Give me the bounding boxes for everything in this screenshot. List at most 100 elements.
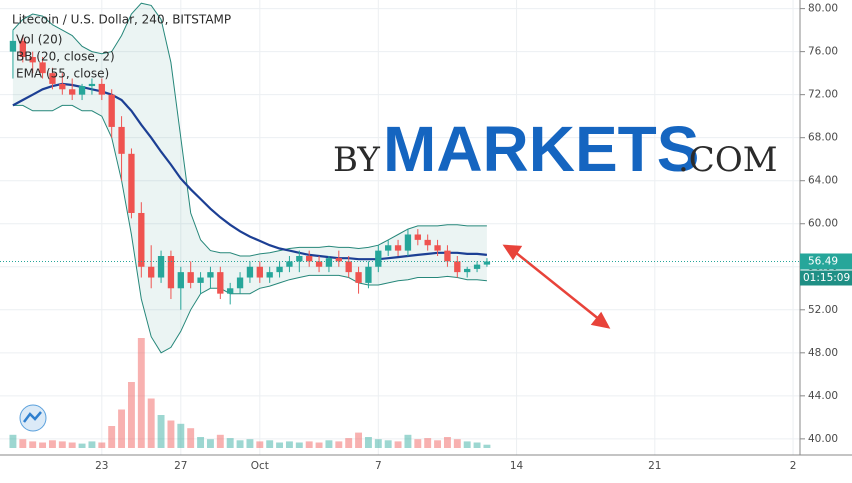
candle-body (434, 245, 441, 251)
candle-body (148, 266, 155, 278)
x-tick-label: 21 (648, 460, 661, 472)
candle-body (454, 261, 461, 273)
candle-body (404, 234, 412, 251)
volume-bar (98, 442, 106, 448)
volume-bar (197, 437, 205, 448)
candle-body (29, 57, 36, 63)
volume-bar (157, 415, 165, 448)
volume-bar (364, 437, 372, 448)
watermark-brand: MARKETS (383, 113, 699, 185)
volume-bar (58, 441, 66, 448)
volume-bar (315, 442, 323, 448)
watermark-by: BY (333, 140, 380, 180)
volume-bar (39, 442, 47, 448)
volume-bar (276, 442, 284, 448)
candle-body (375, 250, 382, 267)
candle-body (236, 277, 244, 289)
volume-bar (325, 440, 333, 448)
candle-body (444, 250, 451, 262)
grid (0, 0, 800, 455)
candle-body (88, 83, 96, 87)
volume-bar (167, 420, 175, 448)
volume-bar (177, 423, 185, 448)
volume-bar (443, 437, 451, 448)
volume-bar (48, 440, 56, 448)
volume-bar (483, 444, 491, 448)
volume-bar (355, 432, 363, 448)
candle-body (306, 256, 313, 262)
candle-body (177, 272, 184, 289)
bb-upper (12, 2, 487, 257)
y-tick-label: 80.00 (808, 3, 838, 15)
countdown-label: 01:15:09 (803, 272, 850, 284)
candle-body (227, 288, 234, 294)
candle-body (207, 272, 214, 278)
candle-body (9, 40, 17, 52)
candle-body (345, 261, 352, 273)
x-tick-label: 23 (95, 460, 108, 472)
volume-bar (226, 438, 234, 448)
plot (9, 2, 491, 448)
candle-body (118, 126, 125, 154)
candle-body (296, 256, 303, 262)
last-price-label: 56.49 (808, 255, 838, 267)
volume-bar (29, 441, 37, 448)
candle-body (217, 272, 224, 294)
volume-bar (68, 442, 76, 448)
candle-body (335, 258, 342, 262)
candle-body (59, 83, 66, 90)
volume-bar (473, 442, 481, 448)
volume-bar (78, 443, 86, 448)
candle-body (266, 272, 273, 278)
y-tick-label: 48.00 (808, 347, 838, 359)
volume-bar (434, 440, 442, 448)
arrow-head (502, 244, 523, 261)
y-tick-label: 40.00 (808, 433, 838, 445)
candle-body (394, 245, 402, 251)
chart-title: Litecoin / U.S. Dollar, 240, BITSTAMP (12, 13, 231, 27)
volume-bar (127, 382, 135, 448)
volume-bar (88, 441, 96, 448)
y-tick-label: 64.00 (808, 175, 838, 187)
candle-body (49, 73, 56, 84)
legend-entry: BB (20, close, 2) (16, 50, 115, 64)
candle-body (325, 258, 333, 267)
candle-body (276, 266, 283, 273)
y-tick-label: 44.00 (808, 390, 838, 402)
y-tick-label: 68.00 (808, 132, 838, 144)
candle-body (483, 261, 491, 265)
countdown-tag (800, 270, 852, 286)
y-tick-label: 76.00 (808, 46, 838, 58)
volume-bar (424, 438, 432, 448)
x-tick-label: 2 (790, 460, 797, 472)
volume-bar (9, 434, 17, 448)
volume-bar (236, 440, 244, 448)
volume-bar (414, 439, 422, 448)
y-tick-label: 72.00 (808, 89, 838, 101)
candle-body (138, 212, 145, 267)
legend-entry: Vol (20) (16, 33, 62, 47)
candle-body (98, 83, 105, 95)
volume-bar (285, 441, 293, 448)
volume-bar (463, 441, 471, 448)
volume-bar (206, 439, 214, 448)
candle-body (128, 153, 135, 213)
arrow-head (590, 311, 611, 329)
candle-body (187, 272, 194, 283)
x-tick-label: Oct (251, 460, 269, 472)
volume-bar (19, 439, 27, 448)
x-tick-label: 14 (510, 460, 524, 472)
candle-body (315, 261, 323, 267)
volume-bar (147, 398, 155, 448)
candle-body (157, 256, 165, 278)
x-tick-label: 7 (375, 460, 382, 472)
y-tick-label: 60.00 (808, 218, 838, 230)
candle-body (256, 266, 263, 278)
candle-body (167, 256, 175, 289)
volume-bar (345, 438, 353, 448)
legend-entry: EMA (55, close) (16, 67, 109, 81)
volume-bar (118, 409, 126, 448)
volume-bar (108, 426, 116, 448)
candle-body (19, 40, 26, 58)
volume-bar (256, 441, 264, 448)
